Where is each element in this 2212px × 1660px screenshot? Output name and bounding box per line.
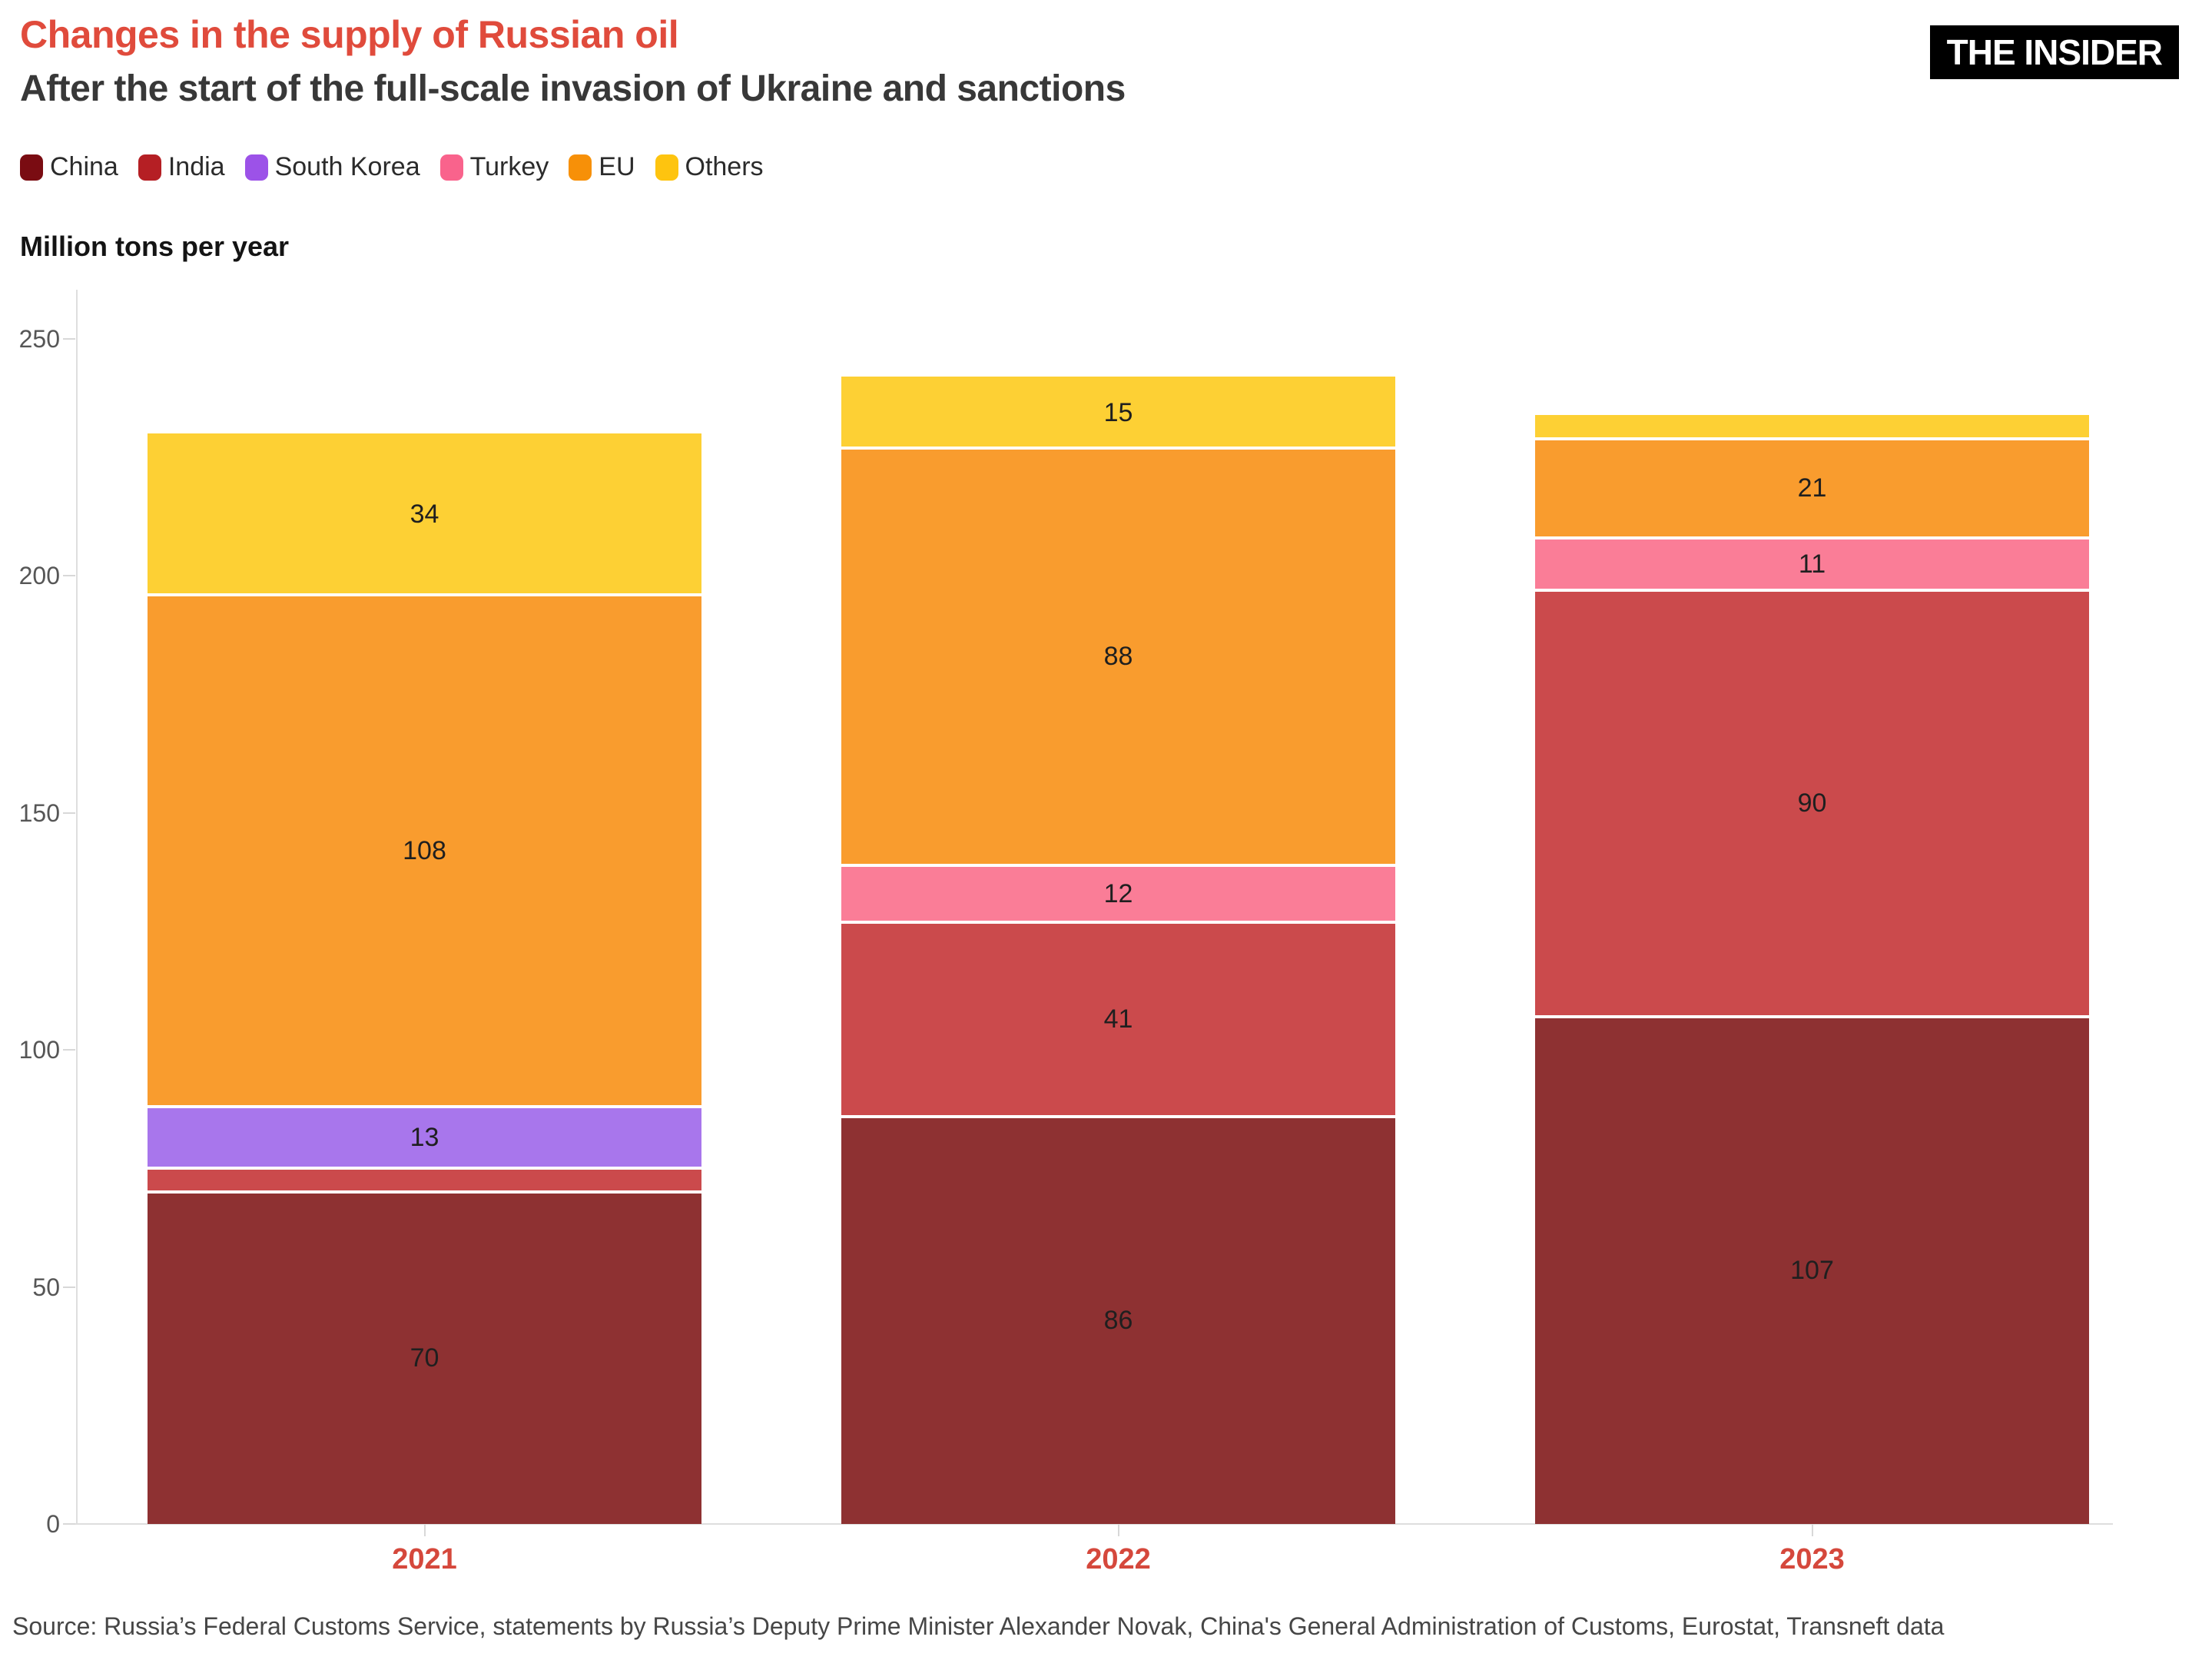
y-tick-label: 200 xyxy=(18,562,60,590)
bar-value-label: 15 xyxy=(1103,397,1133,427)
legend-item-others: Others xyxy=(655,152,764,182)
page-title: Changes in the supply of Russian oil xyxy=(20,13,679,56)
x-tick-mark xyxy=(423,1525,426,1536)
legend-item-china: China xyxy=(20,152,118,182)
bar-segment-eu-2021 xyxy=(148,595,701,1107)
y-axis-title: Million tons per year xyxy=(20,231,290,262)
legend-item-eu: EU xyxy=(569,152,635,182)
segment-divider xyxy=(148,1190,701,1194)
bar-segment-south-korea-2021 xyxy=(148,1107,701,1169)
bar-value-label: 13 xyxy=(410,1123,439,1153)
source-note: Source: Russia’s Federal Customs Service… xyxy=(12,1612,1945,1640)
y-tick-label: 50 xyxy=(32,1273,60,1301)
legend-item-south-korea: South Korea xyxy=(244,152,420,182)
x-tick-mark xyxy=(1117,1525,1119,1536)
y-tick-mark xyxy=(63,575,75,577)
segment-divider xyxy=(1535,588,2089,592)
bar-value-label: 88 xyxy=(1103,642,1133,672)
segment-divider xyxy=(841,920,1395,924)
y-axis-line xyxy=(76,290,78,1524)
legend-label: EU xyxy=(599,152,635,181)
legend-label: India xyxy=(167,152,225,181)
legend-swatch xyxy=(439,154,463,181)
segment-divider xyxy=(148,1105,701,1109)
legend-label: South Korea xyxy=(274,152,420,181)
legend-label: Turkey xyxy=(469,152,549,181)
segment-divider xyxy=(841,446,1395,450)
bar-segment-others-2023 xyxy=(1535,414,2089,439)
bar-value-label: 34 xyxy=(410,500,439,530)
x-tick-mark xyxy=(1811,1525,1813,1536)
bar-segment-turkey-2022 xyxy=(841,865,1395,922)
bar-segment-turkey-2023 xyxy=(1535,538,2089,590)
y-tick-label: 0 xyxy=(46,1510,60,1538)
bar-segment-others-2021 xyxy=(148,433,701,596)
segment-divider xyxy=(1535,1015,2089,1019)
bar-value-label: 108 xyxy=(403,836,446,866)
segment-divider xyxy=(148,1167,701,1170)
y-tick-label: 250 xyxy=(18,325,60,353)
legend-swatch xyxy=(138,154,161,181)
legend-label: Others xyxy=(685,152,764,181)
y-tick-mark xyxy=(63,1523,75,1525)
y-tick-label: 100 xyxy=(18,1036,60,1064)
y-tick-mark xyxy=(63,1049,75,1051)
bar-value-label: 90 xyxy=(1797,788,1827,818)
y-tick-mark xyxy=(63,338,75,340)
segment-divider xyxy=(841,863,1395,867)
bar-segment-china-2022 xyxy=(841,1116,1395,1524)
segment-divider xyxy=(841,1114,1395,1118)
legend-swatch xyxy=(20,154,43,181)
bar-value-label: 107 xyxy=(1790,1256,1834,1285)
legend-swatch xyxy=(244,154,268,181)
legend-item-india: India xyxy=(138,152,225,182)
bar-value-label: 86 xyxy=(1103,1305,1133,1335)
y-tick-mark xyxy=(63,1286,75,1288)
chart-legend: China India South Korea Turkey EU Others xyxy=(20,152,764,182)
bar-segment-india-2021 xyxy=(148,1168,701,1193)
bar-segment-eu-2022 xyxy=(841,447,1395,865)
bar-value-label: 70 xyxy=(410,1343,439,1373)
bar-segment-others-2022 xyxy=(841,377,1395,448)
the-insider-logo: THE INSIDER xyxy=(1929,25,2179,79)
y-tick-label: 150 xyxy=(18,798,60,827)
x-axis-baseline xyxy=(65,1523,2113,1525)
legend-label: China xyxy=(50,152,118,181)
bar-segment-india-2022 xyxy=(841,921,1395,1117)
bar-value-label: 11 xyxy=(1798,549,1826,579)
legend-swatch xyxy=(569,154,592,181)
x-axis-label-2022: 2022 xyxy=(1086,1543,1151,1575)
segment-divider xyxy=(1535,536,2089,540)
legend-item-turkey: Turkey xyxy=(439,152,549,182)
bar-segment-china-2021 xyxy=(148,1192,701,1524)
bar-value-label: 41 xyxy=(1103,1004,1133,1034)
x-axis-label-2021: 2021 xyxy=(392,1543,457,1575)
bar-segment-china-2023 xyxy=(1535,1017,2089,1524)
segment-divider xyxy=(1535,437,2089,440)
bar-segment-eu-2023 xyxy=(1535,438,2089,539)
bar-value-label: 12 xyxy=(1103,878,1133,908)
bar-value-label: 21 xyxy=(1797,473,1827,503)
y-tick-mark xyxy=(63,812,75,814)
segment-divider xyxy=(148,593,701,597)
x-axis-label-2023: 2023 xyxy=(1779,1543,1845,1575)
page-subtitle: After the start of the full-scale invasi… xyxy=(20,68,1126,109)
bar-segment-india-2023 xyxy=(1535,589,2089,1017)
legend-swatch xyxy=(655,154,678,181)
